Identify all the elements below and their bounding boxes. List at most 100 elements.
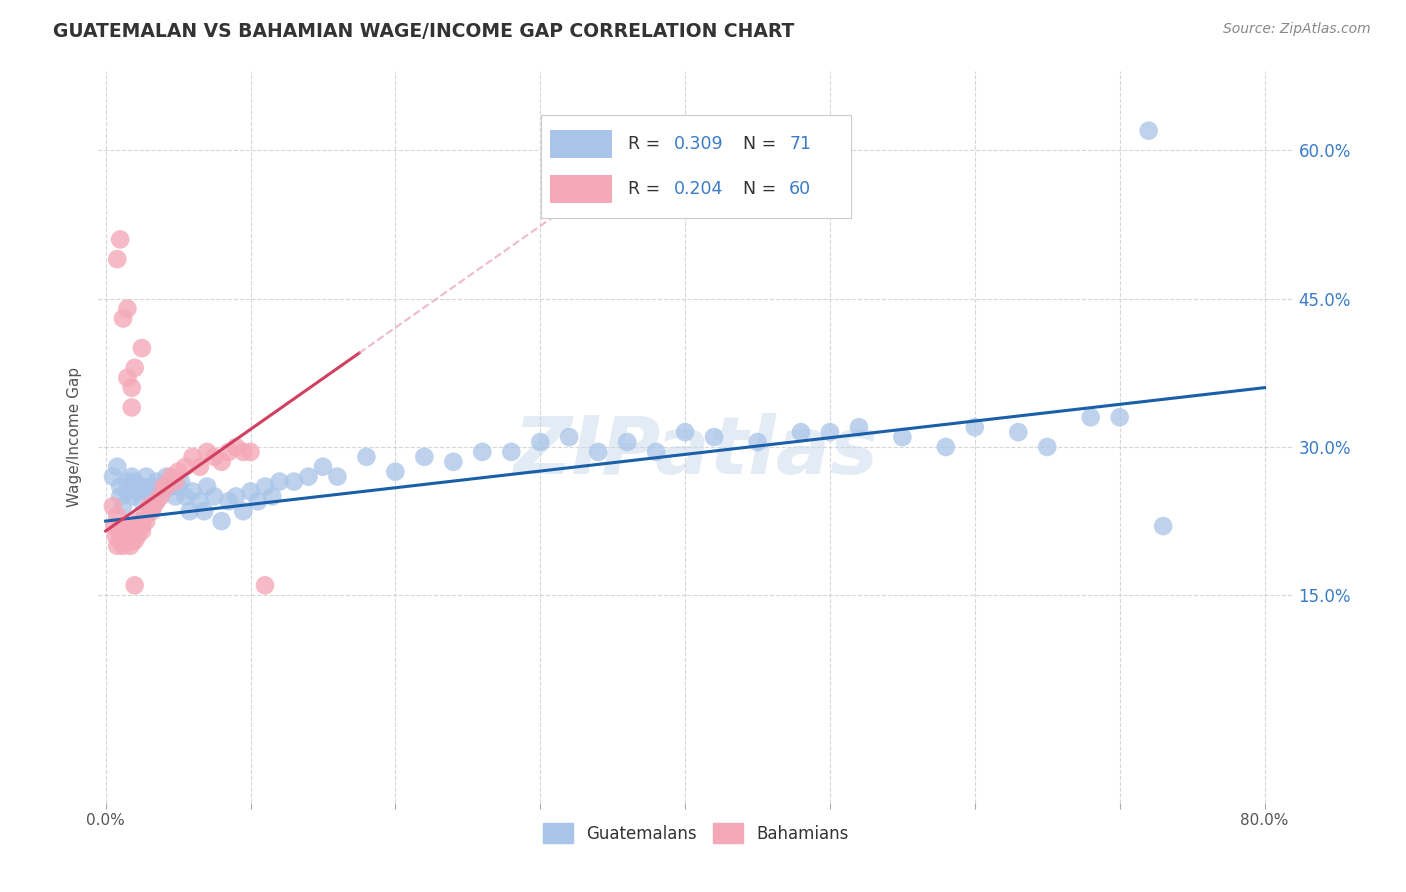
Point xyxy=(790,425,813,439)
Point xyxy=(101,500,124,514)
Point xyxy=(160,479,183,493)
Point xyxy=(179,504,201,518)
Point xyxy=(145,494,167,508)
Point xyxy=(471,445,494,459)
Point xyxy=(112,524,135,538)
Point xyxy=(145,494,167,508)
Y-axis label: Wage/Income Gap: Wage/Income Gap xyxy=(67,367,83,508)
Point xyxy=(131,494,153,508)
Point xyxy=(108,533,131,548)
Point xyxy=(558,430,581,444)
Point xyxy=(195,479,218,493)
Point xyxy=(118,524,141,538)
Point xyxy=(125,519,148,533)
Point xyxy=(131,524,153,538)
Point xyxy=(107,524,129,538)
Point xyxy=(149,489,172,503)
Point xyxy=(253,479,276,493)
Point xyxy=(413,450,436,464)
Point xyxy=(138,484,160,499)
Point xyxy=(891,430,914,444)
Point xyxy=(218,494,240,508)
Point xyxy=(105,539,128,553)
Point xyxy=(117,533,139,548)
Point xyxy=(297,469,319,483)
Point xyxy=(167,479,190,493)
Point xyxy=(121,489,143,503)
Point xyxy=(818,425,841,439)
Point xyxy=(501,445,523,459)
Point xyxy=(225,440,247,454)
Point xyxy=(356,450,378,464)
Point xyxy=(117,371,139,385)
Point xyxy=(253,578,276,592)
Point xyxy=(121,524,143,538)
Point xyxy=(673,425,696,439)
Point xyxy=(145,475,167,489)
Point xyxy=(121,469,143,483)
Point xyxy=(645,445,668,459)
Point xyxy=(110,529,132,543)
Point xyxy=(155,479,177,493)
Point xyxy=(121,401,143,415)
Point xyxy=(127,529,149,543)
Point xyxy=(103,519,125,533)
Point xyxy=(108,479,131,493)
Point xyxy=(101,469,124,483)
Point xyxy=(112,311,135,326)
Point xyxy=(117,301,139,316)
Point xyxy=(149,479,172,493)
Point xyxy=(232,504,254,518)
Point xyxy=(141,479,163,493)
Point xyxy=(441,455,464,469)
Point xyxy=(152,484,174,499)
Point xyxy=(239,484,262,499)
Point xyxy=(108,489,131,503)
Point xyxy=(935,440,957,454)
Point xyxy=(174,489,197,503)
Point xyxy=(124,524,146,538)
Point xyxy=(312,459,335,474)
Text: GUATEMALAN VS BAHAMIAN WAGE/INCOME GAP CORRELATION CHART: GUATEMALAN VS BAHAMIAN WAGE/INCOME GAP C… xyxy=(53,22,794,41)
Point xyxy=(124,533,146,548)
Point xyxy=(586,445,609,459)
Point xyxy=(122,529,145,543)
Point xyxy=(124,360,146,375)
Point xyxy=(131,341,153,355)
Point xyxy=(120,539,142,553)
Point xyxy=(135,469,157,483)
Point xyxy=(117,475,139,489)
Point xyxy=(326,469,349,483)
Point xyxy=(117,524,139,538)
Point xyxy=(963,420,986,434)
Point xyxy=(108,519,131,533)
Point xyxy=(1080,410,1102,425)
Point xyxy=(112,500,135,514)
Point xyxy=(167,465,190,479)
Point xyxy=(188,459,211,474)
Point xyxy=(138,500,160,514)
Point xyxy=(135,514,157,528)
Point xyxy=(181,484,204,499)
Point xyxy=(131,519,153,533)
Point xyxy=(283,475,305,489)
Point xyxy=(124,578,146,592)
Point xyxy=(1007,425,1029,439)
Point xyxy=(165,489,187,503)
Point xyxy=(108,232,131,246)
Point xyxy=(616,435,638,450)
Text: Source: ZipAtlas.com: Source: ZipAtlas.com xyxy=(1223,22,1371,37)
Point xyxy=(269,475,291,489)
Point xyxy=(105,252,128,267)
Point xyxy=(134,509,156,524)
Point xyxy=(239,445,262,459)
Point xyxy=(211,514,233,528)
Point xyxy=(115,529,138,543)
Point xyxy=(202,489,225,503)
Point xyxy=(188,494,211,508)
Point xyxy=(211,455,233,469)
Point xyxy=(117,484,139,499)
Point xyxy=(155,469,177,483)
Point xyxy=(193,504,215,518)
Point xyxy=(124,475,146,489)
